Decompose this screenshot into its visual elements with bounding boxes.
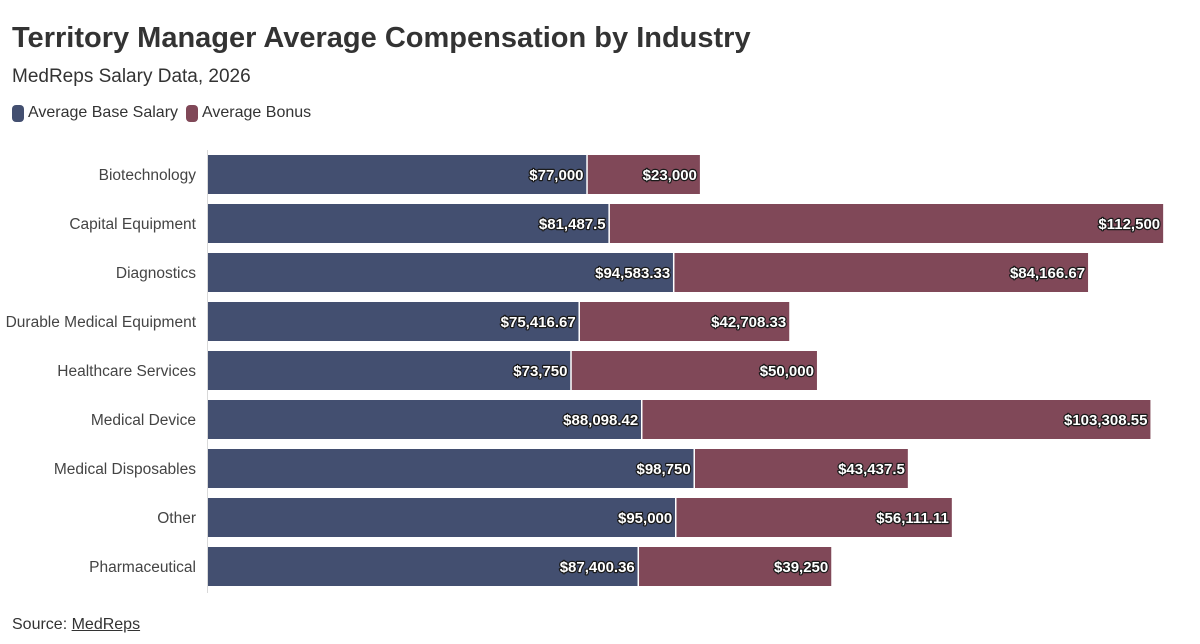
legend-label-base-salary: Average Base Salary [28,104,179,121]
source-link[interactable]: MedReps [71,616,141,633]
value-label-base-salary-medical-disposables: $98,750 [636,461,690,478]
legend-item-bonus[interactable]: Average Bonus [186,104,311,122]
legend-swatch-base-salary [12,104,24,122]
value-label-base-salary-biotechnology: $77,000 [529,167,583,184]
chart-subtitle: MedReps Salary Data, 2026 [12,66,251,87]
bar-bonus-healthcare-services[interactable] [571,351,817,390]
category-label-diagnostics: Diagnostics [116,265,196,282]
bar-base-salary-medical-device[interactable] [208,400,642,439]
bar-bonus-capital-equipment[interactable] [609,204,1164,243]
bar-bonus-biotechnology[interactable] [587,155,700,194]
bar-bonus-other[interactable] [676,498,952,537]
bar-base-salary-healthcare-services[interactable] [208,351,571,390]
value-label-base-salary-durable-medical-equipment: $75,416.67 [501,314,576,331]
value-label-base-salary-capital-equipment: $81,487.5 [539,216,606,233]
category-label-other: Other [157,510,196,527]
category-label-healthcare-services: Healthcare Services [57,363,196,380]
category-label-medical-device: Medical Device [91,412,196,429]
source-prefix: Source: [12,616,72,633]
bar-bonus-medical-disposables[interactable] [694,449,908,488]
bar-bonus-pharmaceutical[interactable] [638,547,832,586]
category-label-durable-medical-equipment: Durable Medical Equipment [6,314,197,331]
bar-base-salary-diagnostics[interactable] [208,253,674,292]
bar-base-salary-other[interactable] [208,498,676,537]
value-label-base-salary-other: $95,000 [618,510,672,527]
category-label-medical-disposables: Medical Disposables [54,461,196,478]
bar-bonus-medical-device[interactable] [642,400,1151,439]
value-label-bonus-durable-medical-equipment: $42,708.33 [711,314,786,331]
legend-swatch-bonus [186,104,199,122]
value-label-bonus-diagnostics: $84,166.67 [1010,265,1085,282]
bar-bonus-diagnostics[interactable] [674,253,1089,292]
category-label-biotechnology: Biotechnology [99,167,197,184]
legend-item-base-salary[interactable]: Average Base Salary [12,104,178,122]
value-label-bonus-medical-disposables: $43,437.5 [838,461,905,478]
chart-legend: Average Base Salary Average Bonus [12,104,319,122]
value-label-bonus-pharmaceutical: $39,250 [774,559,828,576]
bar-base-salary-durable-medical-equipment[interactable] [208,302,579,341]
value-label-base-salary-diagnostics: $94,583.33 [595,265,670,282]
legend-label-bonus: Average Bonus [202,104,312,121]
bar-base-salary-biotechnology[interactable] [208,155,587,194]
category-label-pharmaceutical: Pharmaceutical [89,559,196,576]
value-label-bonus-medical-device: $103,308.55 [1064,412,1147,429]
source-note: Source: MedReps [12,616,140,634]
value-label-bonus-healthcare-services: $50,000 [760,363,814,380]
value-label-base-salary-pharmaceutical: $87,400.36 [560,559,635,576]
value-label-base-salary-healthcare-services: $73,750 [513,363,567,380]
value-label-bonus-other: $56,111.11 [876,510,949,527]
value-label-bonus-capital-equipment: $112,500 [1098,216,1160,233]
bar-base-salary-medical-disposables[interactable] [208,449,694,488]
bar-bonus-durable-medical-equipment[interactable] [579,302,790,341]
value-label-base-salary-medical-device: $88,098.42 [563,412,638,429]
bar-base-salary-capital-equipment[interactable] [208,204,609,243]
chart-title: Territory Manager Average Compensation b… [12,22,751,54]
bar-base-salary-pharmaceutical[interactable] [208,547,638,586]
category-label-capital-equipment: Capital Equipment [69,216,196,233]
value-label-bonus-biotechnology: $23,000 [643,167,697,184]
